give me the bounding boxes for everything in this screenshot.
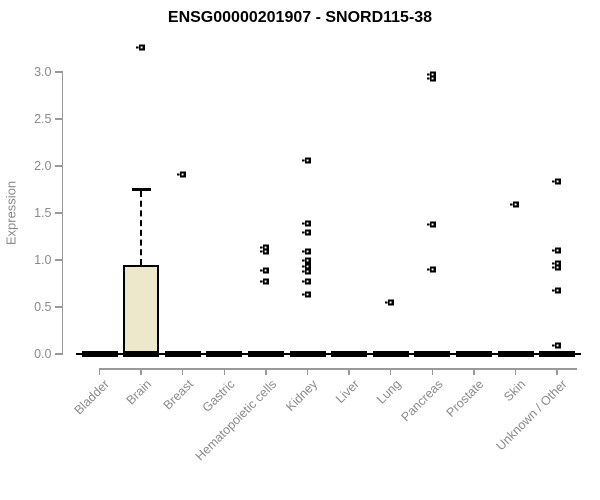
median-bar bbox=[539, 351, 576, 357]
outlier-point bbox=[260, 272, 270, 285]
y-axis-label: Expression bbox=[3, 180, 19, 246]
x-tick bbox=[348, 368, 350, 375]
y-axis-line bbox=[61, 71, 63, 355]
median-bar bbox=[206, 351, 243, 357]
median-bar bbox=[414, 351, 451, 357]
outlier-point bbox=[302, 223, 311, 236]
upper-whisker bbox=[140, 191, 143, 265]
median-bar bbox=[247, 351, 284, 357]
outlier-point bbox=[302, 257, 311, 269]
x-axis-category-label: Kidney bbox=[283, 377, 321, 414]
x-axis-category-label: Skin bbox=[501, 377, 529, 405]
median-bar bbox=[81, 351, 118, 357]
outlier-point bbox=[551, 336, 561, 349]
outlier-point bbox=[302, 242, 311, 255]
x-tick bbox=[140, 368, 142, 375]
outlier-point bbox=[426, 260, 436, 273]
x-axis-category-label: Lung bbox=[374, 377, 404, 407]
outlier-point bbox=[260, 238, 270, 251]
outlier-point bbox=[302, 214, 311, 227]
x-axis-category-label: Gastric bbox=[199, 377, 238, 415]
outlier-point bbox=[260, 242, 270, 255]
chart-title: ENSG00000201907 - SNORD115-38 bbox=[167, 9, 433, 26]
x-axis-category-label: Hematopoietic cells bbox=[192, 377, 279, 464]
outlier-point bbox=[302, 272, 311, 285]
outlier-point bbox=[426, 215, 436, 228]
x-tick bbox=[223, 368, 226, 375]
y-tick bbox=[54, 212, 62, 214]
x-tick bbox=[181, 368, 184, 375]
y-tick bbox=[54, 71, 62, 73]
x-axis-category-label: Liver bbox=[332, 377, 363, 407]
x-tick bbox=[306, 368, 309, 375]
y-tick-label: 2.0 bbox=[34, 159, 52, 173]
outlier-point bbox=[551, 258, 561, 271]
box bbox=[123, 264, 160, 355]
outlier-point bbox=[426, 65, 436, 78]
y-tick-label: 0.5 bbox=[34, 300, 52, 314]
x-tick bbox=[473, 368, 475, 375]
median-bar bbox=[123, 351, 160, 357]
median-bar bbox=[164, 351, 201, 357]
outlier-point bbox=[135, 38, 145, 51]
y-tick bbox=[54, 306, 62, 308]
outlier-point bbox=[302, 251, 311, 264]
outlier-point bbox=[385, 293, 395, 306]
y-tick-label: 1.5 bbox=[34, 206, 52, 220]
outlier-point bbox=[510, 195, 519, 208]
y-tick-label: 0.0 bbox=[34, 347, 52, 361]
x-tick bbox=[389, 368, 392, 375]
y-tick-label: 1.0 bbox=[34, 253, 52, 267]
outlier-point bbox=[551, 241, 561, 254]
outlier-point bbox=[302, 285, 311, 298]
x-axis-category-label: Bladder bbox=[72, 377, 113, 418]
median-bar bbox=[455, 351, 492, 357]
y-tick bbox=[54, 353, 62, 355]
x-axis-category-label: Brain bbox=[123, 377, 155, 408]
outlier-point bbox=[551, 172, 561, 185]
y-tick bbox=[54, 259, 62, 261]
x-tick bbox=[431, 368, 434, 375]
x-tick bbox=[514, 368, 517, 375]
x-axis-category-label: Breast bbox=[160, 377, 196, 413]
x-axis-line bbox=[99, 368, 577, 370]
x-tick bbox=[98, 368, 101, 375]
outlier-point bbox=[302, 151, 311, 164]
x-tick bbox=[556, 368, 558, 375]
y-tick-label: 3.0 bbox=[34, 65, 52, 79]
y-tick bbox=[54, 118, 62, 120]
x-axis-category-label: Pancreas bbox=[397, 377, 446, 425]
y-tick-label: 2.5 bbox=[34, 112, 52, 126]
outlier-point bbox=[426, 69, 436, 82]
x-tick bbox=[265, 368, 267, 375]
y-tick bbox=[54, 165, 62, 167]
x-axis-category-label: Prostate bbox=[443, 377, 487, 420]
whisker-cap bbox=[131, 188, 151, 192]
median-bar bbox=[372, 351, 409, 357]
outlier-point bbox=[177, 165, 187, 178]
median-bar bbox=[497, 351, 534, 357]
outlier-point bbox=[551, 254, 561, 267]
outlier-point bbox=[302, 262, 311, 275]
outlier-point bbox=[260, 261, 270, 274]
median-bar bbox=[331, 351, 368, 357]
outlier-point bbox=[551, 281, 561, 294]
median-bar bbox=[289, 351, 326, 357]
